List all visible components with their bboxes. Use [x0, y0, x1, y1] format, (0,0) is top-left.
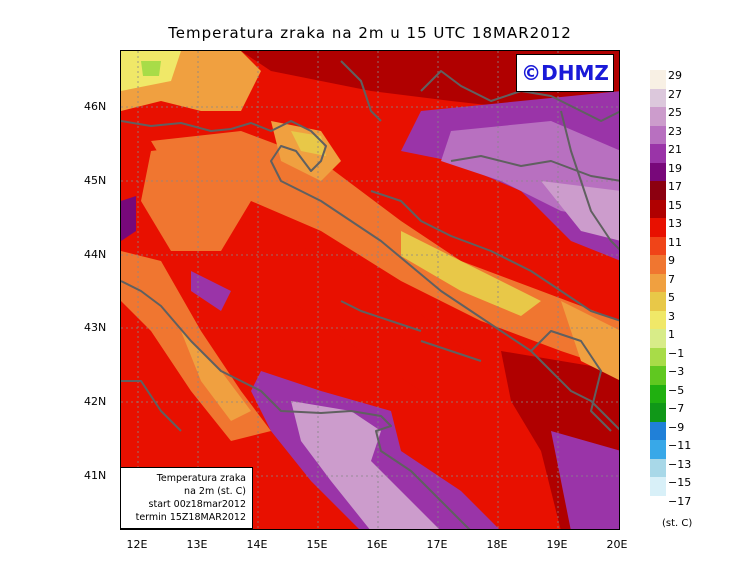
lon-label: 18E — [486, 538, 508, 551]
field-west-dark — [121, 196, 136, 241]
colorbar-swatch — [650, 477, 666, 496]
lat-label: 44N — [84, 248, 107, 261]
colorbar-label: 1 — [668, 328, 675, 341]
colorbar-swatch — [650, 458, 666, 477]
colorbar-label: 17 — [668, 180, 682, 193]
legend-line: start 00z18mar2012 — [148, 499, 246, 510]
lat-label: 45N — [84, 174, 107, 187]
field-adriatic — [241, 221, 501, 411]
field-italy-purple-patch — [191, 271, 231, 311]
lat-label: 42N — [84, 395, 107, 408]
colorbar-swatch — [650, 236, 666, 255]
colorbar-label: −9 — [668, 420, 685, 434]
colorbar-swatch — [650, 125, 666, 144]
lat-label: 43N — [84, 321, 107, 334]
field-south-italy-violet — [291, 401, 439, 529]
colorbar-label: 23 — [668, 124, 682, 138]
colorbar-label: −11 — [668, 439, 692, 452]
lat-label: 41N — [84, 469, 107, 482]
colorbar-label: 21 — [668, 143, 682, 156]
lon-label: 16E — [366, 538, 388, 551]
legend-line: termin 15Z18MAR2012 — [135, 512, 246, 523]
colorbar-swatch — [650, 347, 666, 366]
colorbar-swatch — [650, 181, 666, 200]
legend-line: Temperatura zraka — [156, 473, 246, 484]
colorbar-swatch — [650, 440, 666, 459]
colorbar-swatch — [650, 144, 666, 163]
colorbar-swatch — [650, 403, 666, 422]
field-italy-north-orange — [141, 141, 251, 251]
colorbar-swatch — [650, 384, 666, 403]
colorbar-label: 15 — [668, 198, 682, 212]
colorbar-swatch — [650, 273, 666, 292]
lon-label: 15E — [306, 538, 328, 551]
colorbar-label: −13 — [668, 457, 692, 471]
lon-label: 12E — [126, 538, 148, 551]
colorbar — [650, 70, 666, 514]
colorbar-label: 5 — [668, 291, 675, 304]
colorbar-label: 9 — [668, 254, 675, 267]
colorbar-label: 19 — [668, 161, 682, 175]
copyright-badge: ©DHMZ — [516, 54, 614, 92]
colorbar-label: −17 — [668, 494, 692, 508]
colorbar-label: −7 — [668, 402, 685, 415]
colorbar-label: 25 — [668, 106, 682, 119]
lat-label: 46N — [84, 100, 107, 113]
colorbar-label: 27 — [668, 87, 682, 101]
lon-label: 19E — [546, 538, 568, 551]
colorbar-swatch — [650, 329, 666, 348]
legend-line: na 2m (st. C) — [184, 486, 246, 497]
coastlines — [121, 60, 619, 529]
colorbar-label: −15 — [668, 476, 692, 489]
field-italy-coast-light — [181, 331, 251, 421]
colorbar-swatch — [650, 310, 666, 329]
field-dalmatia-yellow — [401, 231, 541, 316]
colorbar-swatch — [650, 292, 666, 311]
temperature-map — [120, 50, 620, 530]
map-grid — [121, 51, 619, 529]
colorbar-label: 13 — [668, 217, 682, 230]
colorbar-swatch — [650, 107, 666, 126]
colorbar-label: 11 — [668, 235, 682, 249]
field-pannonia-light — [541, 181, 619, 241]
field-montenegro-orange — [561, 301, 619, 380]
colorbar-label: 3 — [668, 309, 675, 323]
colorbar-swatch — [650, 421, 666, 440]
lon-label: 14E — [246, 538, 268, 551]
field-dinaric-orange — [151, 131, 619, 371]
colorbar-label: −3 — [668, 365, 685, 378]
colorbar-swatch — [650, 162, 666, 181]
colorbar-label: −5 — [668, 383, 685, 397]
lon-label: 17E — [426, 538, 448, 551]
lon-label: 20E — [606, 538, 628, 551]
colorbar-swatch — [650, 495, 666, 514]
colorbar-unit: (st. C) — [662, 518, 693, 529]
colorbar-swatch — [650, 88, 666, 107]
map-title: Temperatura zraka na 2m u 15 UTC 18MAR20… — [168, 24, 572, 42]
colorbar-swatch — [650, 218, 666, 237]
colorbar-swatch — [650, 199, 666, 218]
colorbar-swatch — [650, 70, 666, 89]
colorbar-swatch — [650, 366, 666, 385]
temperature-field — [121, 51, 619, 529]
colorbar-swatch — [650, 255, 666, 274]
field-albania-purple — [551, 431, 619, 529]
lon-label: 13E — [186, 538, 208, 551]
field-alps-green — [141, 61, 161, 76]
legend-box: Temperatura zraka na 2m (st. C) start 00… — [120, 467, 253, 529]
colorbar-label: 7 — [668, 272, 675, 286]
colorbar-label: 29 — [668, 69, 682, 82]
colorbar-label: −1 — [668, 346, 685, 360]
